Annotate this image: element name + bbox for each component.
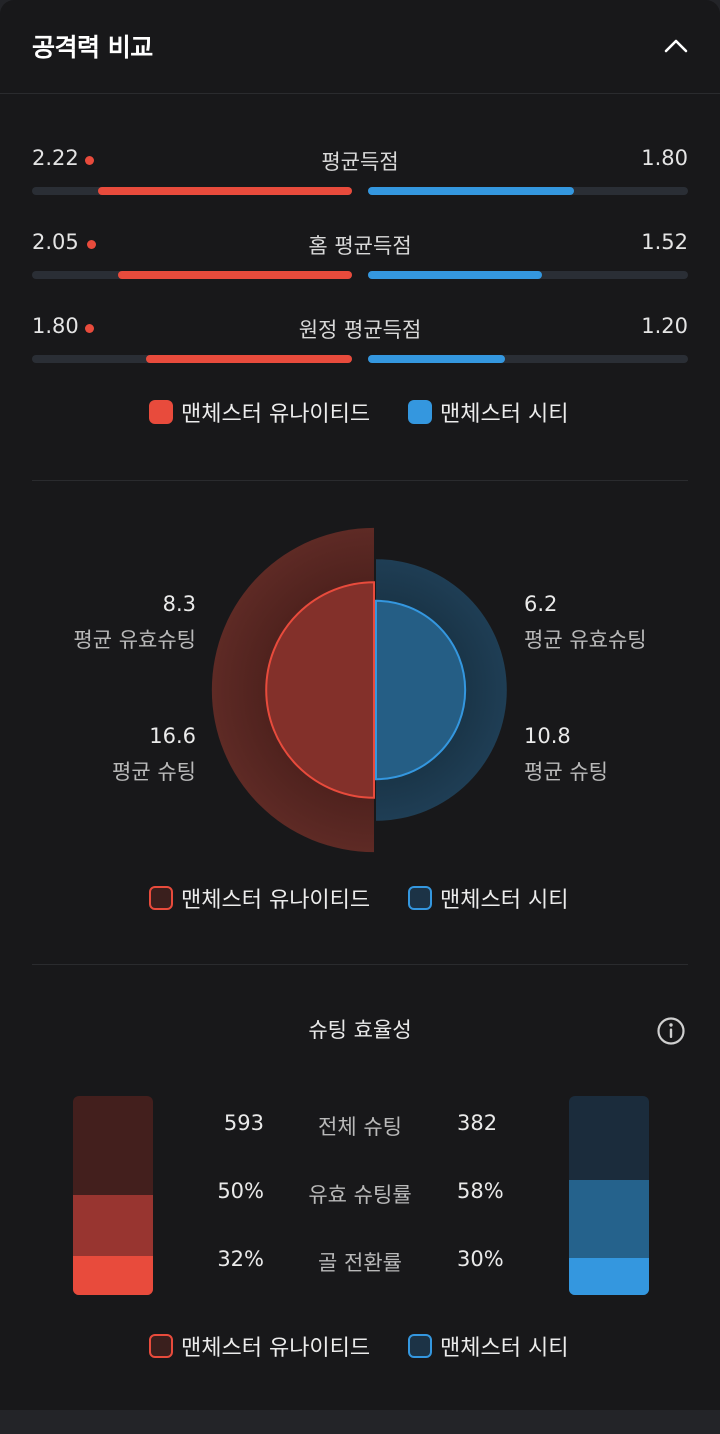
legend-home-label: 맨체스터 유나이티드 xyxy=(181,402,371,427)
home-swatch xyxy=(149,886,173,910)
home-total-shots-value: 16.6 xyxy=(149,724,196,748)
on-target-rate-label: 유효 슈팅률 xyxy=(308,1183,412,1207)
shots-legend: 맨체스터 유나이티드 맨체스터 시티 xyxy=(0,883,720,913)
efficiency-title: 슈팅 효율성 xyxy=(308,1018,412,1042)
away-swatch xyxy=(408,400,432,424)
away-total-shots-label: 평균 슈팅 xyxy=(524,760,608,784)
conversion-rate-label: 골 전환률 xyxy=(318,1251,402,1275)
legend-away-label: 맨체스터 시티 xyxy=(440,402,569,427)
home-swatch xyxy=(149,400,173,424)
home-swatch xyxy=(149,1334,173,1358)
home-home-goals-value: 2.05 xyxy=(32,230,79,254)
chevron-up-icon[interactable] xyxy=(660,30,692,62)
bottom-edge xyxy=(0,1410,720,1434)
legend-away-label: 맨체스터 시티 xyxy=(440,1336,569,1361)
home-marker-dot xyxy=(85,156,94,165)
legend-home-label: 맨체스터 유나이티드 xyxy=(181,888,371,913)
home-away-goals-value: 1.80 xyxy=(32,314,79,338)
away-avg-goals-label: 원정 평균득점 xyxy=(298,318,422,342)
away-on-target-half-circle xyxy=(375,599,467,781)
away-away-goals-track xyxy=(368,355,688,363)
home-conversion-segment xyxy=(73,1256,153,1295)
home-marker-dot xyxy=(85,324,94,333)
home-on-target-rate: 50% xyxy=(217,1179,264,1203)
home-away-goals-bar xyxy=(146,355,352,363)
home-home-goals-bar xyxy=(118,271,352,279)
home-on-target-value: 8.3 xyxy=(162,592,196,616)
total-shots-label: 전체 슈팅 xyxy=(318,1115,402,1139)
legend-away: 맨체스터 시티 xyxy=(408,883,568,913)
home-efficiency-stack xyxy=(73,1096,153,1295)
legend-away-label: 맨체스터 시티 xyxy=(440,888,569,913)
away-total-shots: 382 xyxy=(457,1111,498,1135)
home-conversion-rate: 32% xyxy=(217,1247,264,1271)
home-avg-goals-value: 2.22 xyxy=(32,146,79,170)
away-conversion-segment xyxy=(569,1258,649,1295)
away-on-target-rate: 58% xyxy=(457,1179,504,1203)
goals-legend: 맨체스터 유나이티드 맨체스터 시티 xyxy=(0,397,720,427)
away-conversion-rate: 30% xyxy=(457,1247,504,1271)
shots-half-circle-chart xyxy=(211,527,507,853)
away-swatch xyxy=(408,1334,432,1358)
home-avg-goals-label: 홈 평균득점 xyxy=(308,234,412,258)
away-avg-goals-value: 1.80 xyxy=(641,146,688,170)
home-total-shots-label: 평균 슈팅 xyxy=(112,760,196,784)
avg-goals-label: 평균득점 xyxy=(321,150,399,174)
section-divider xyxy=(32,480,688,481)
away-on-target-value: 6.2 xyxy=(524,592,558,616)
away-efficiency-stack xyxy=(569,1096,649,1295)
home-on-target-half-circle xyxy=(265,581,375,799)
away-home-goals-value: 1.52 xyxy=(641,230,688,254)
away-total-shots-value: 10.8 xyxy=(524,724,571,748)
away-away-goals-bar xyxy=(368,355,505,363)
away-home-goals-bar xyxy=(368,271,542,279)
home-avg-goals-bar xyxy=(98,187,352,195)
info-icon[interactable] xyxy=(656,1016,686,1046)
home-marker-dot xyxy=(87,240,96,249)
card-title: 공격력 비교 xyxy=(32,33,153,62)
away-avg-goals-bar xyxy=(368,187,574,195)
away-on-target-label: 평균 유효슈팅 xyxy=(524,628,647,652)
legend-home: 맨체스터 유나이티드 xyxy=(149,1331,370,1361)
section-divider xyxy=(32,964,688,965)
legend-away: 맨체스터 시티 xyxy=(408,397,568,427)
home-on-target-label: 평균 유효슈팅 xyxy=(73,628,196,652)
away-away-goals-value: 1.20 xyxy=(641,314,688,338)
legend-home: 맨체스터 유나이티드 xyxy=(149,397,370,427)
card-header[interactable]: 공격력 비교 xyxy=(0,0,720,94)
home-total-shots: 593 xyxy=(223,1111,264,1135)
away-swatch xyxy=(408,886,432,910)
efficiency-legend: 맨체스터 유나이티드 맨체스터 시티 xyxy=(0,1331,720,1361)
legend-away: 맨체스터 시티 xyxy=(408,1331,568,1361)
legend-home: 맨체스터 유나이티드 xyxy=(149,883,370,913)
legend-home-label: 맨체스터 유나이티드 xyxy=(181,1336,371,1361)
